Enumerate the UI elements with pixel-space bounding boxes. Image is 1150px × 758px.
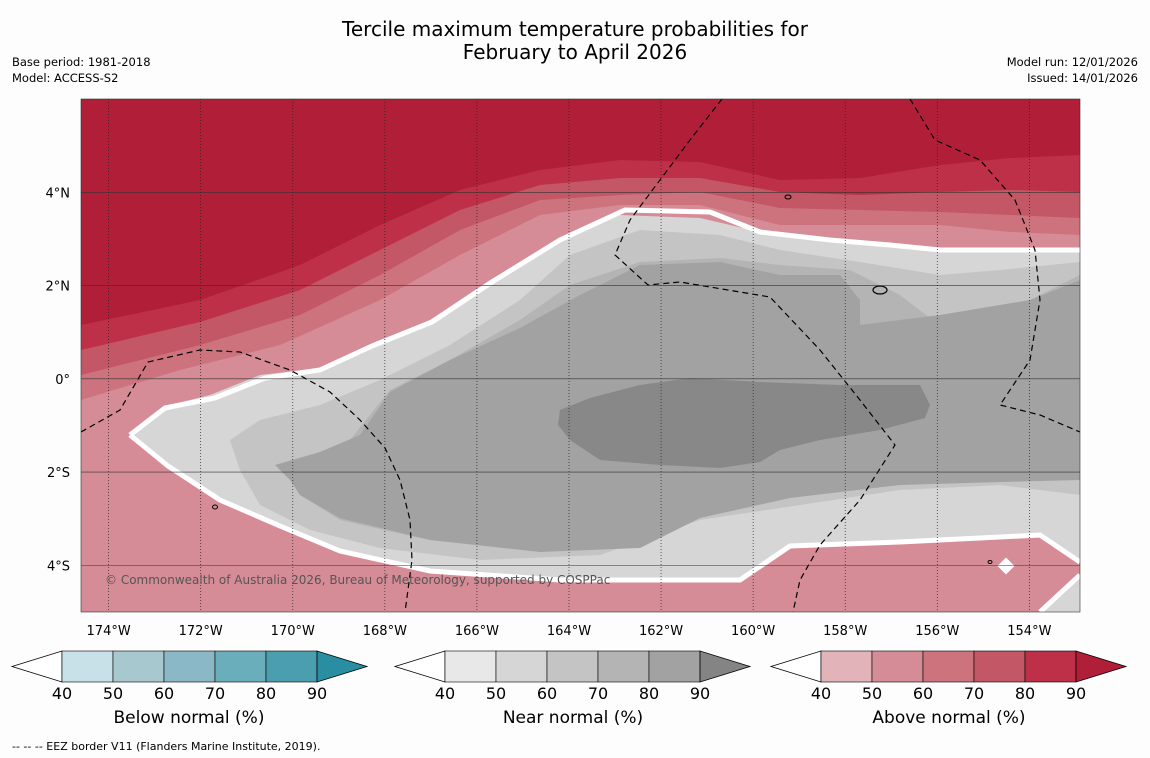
colorbar-swatch — [871, 650, 924, 683]
island-small-west — [212, 504, 218, 510]
colorbar-near-label: Near normal (%) — [502, 708, 644, 728]
lat-tick-label: 0° — [55, 373, 70, 388]
lon-tick-label: 172°W — [179, 624, 223, 639]
eez-border-kiribati-west — [81, 349, 413, 612]
colorbar-below: 40 50 60 70 80 90 — [10, 650, 369, 703]
colorbar-swatch — [495, 650, 548, 683]
lat-tick-label: 4°N — [46, 186, 71, 201]
lat-tick-label: 2°N — [46, 280, 71, 295]
base-period: Base period: 1981-2018 — [12, 55, 151, 69]
lon-tick-label: 158°W — [823, 624, 867, 639]
model-info: Base period: 1981-2018 Model: ACCESS-S2 — [12, 54, 151, 86]
colorbar-tick-label: 70 — [588, 684, 608, 703]
island-kiritimati — [872, 285, 888, 295]
white-contour-main — [128, 207, 1080, 437]
colorbar-near: 40 50 60 70 80 90 — [393, 650, 752, 703]
colorbar-swatch — [973, 650, 1026, 683]
colorbar-swatch — [265, 650, 318, 683]
colorbar-tick-label: 40 — [811, 684, 831, 703]
lat-tick-label: 4°S — [47, 559, 70, 574]
colorbar-tick-label: 40 — [435, 684, 455, 703]
near-80-band — [558, 378, 930, 468]
colorbar-extend-low — [10, 650, 63, 683]
colorbar-extend-high — [316, 650, 369, 683]
copyright-notice: © Commonwealth of Australia 2026, Bureau… — [105, 573, 610, 587]
colorbar-above: 40 50 60 70 80 90 — [769, 650, 1128, 703]
white-contour-se — [1038, 573, 1080, 612]
eez-footnote: -- -- -- EEZ border V11 (Flanders Marine… — [12, 740, 321, 753]
colorbar-extend-low — [769, 650, 822, 683]
map-frame — [80, 98, 1081, 613]
eez-border-east — [909, 99, 1080, 433]
colorbar-swatch — [61, 650, 114, 683]
colorbar-tick-label: 80 — [256, 684, 276, 703]
island-small-east — [987, 560, 993, 564]
colorbar-below-label: Below normal (%) — [113, 708, 265, 728]
colorbar-swatch — [597, 650, 650, 683]
colorbar-swatch — [444, 650, 497, 683]
above-50-patch-southeast — [800, 535, 1080, 612]
colorbar-tick-label: 50 — [103, 684, 123, 703]
model-name: Model: ACCESS-S2 — [12, 71, 119, 85]
colorbar-tick-label: 40 — [52, 684, 72, 703]
issued-date: Issued: 14/01/2026 — [1027, 71, 1138, 85]
colorbar-tick-label: 80 — [639, 684, 659, 703]
lon-tick-label: 154°W — [1007, 624, 1051, 639]
lon-tick-label: 168°W — [363, 624, 407, 639]
colorbar-swatch — [1024, 650, 1077, 683]
model-run: Model run: 12/01/2026 — [1006, 55, 1138, 69]
graticule — [81, 99, 1080, 612]
colorbar-tick-label: 90 — [690, 684, 710, 703]
colorbar-tick-label: 80 — [1015, 684, 1035, 703]
run-info: Model run: 12/01/2026 Issued: 14/01/2026 — [1007, 54, 1138, 86]
lon-tick-label: 164°W — [547, 624, 591, 639]
colorbar-tick-label: 50 — [862, 684, 882, 703]
colorbar-extend-high — [699, 650, 752, 683]
colorbar-swatch — [163, 650, 216, 683]
colorbar-tick-label: 70 — [205, 684, 225, 703]
lat-tick-label: 2°S — [47, 466, 70, 481]
colorbar-tick-label: 90 — [1066, 684, 1086, 703]
colorbar-swatch — [214, 650, 267, 683]
white-contour-diamond — [997, 557, 1015, 575]
colorbar-swatch — [820, 650, 873, 683]
title-line-1: Tercile maximum temperature probabilitie… — [342, 17, 808, 41]
colorbar-swatch — [648, 650, 701, 683]
lon-tick-label: 174°W — [87, 624, 131, 639]
longitude-ticks: 174°W 172°W 170°W 168°W 166°W 164°W 162°W 160°W… — [87, 624, 1052, 639]
colorbar-tick-label: 90 — [307, 684, 327, 703]
colorbars: 40 50 60 70 80 90 40 50 60 70 80 90 40 50 60 70 80 90 — [10, 650, 1128, 703]
colorbar-above-label: Above normal (%) — [872, 708, 1026, 728]
colorbar-tick-label: 70 — [964, 684, 984, 703]
colorbar-tick-label: 50 — [486, 684, 506, 703]
latitude-ticks: 4°N 2°N 0° 2°S 4°S — [46, 186, 71, 574]
map-title: Tercile maximum temperature probabilitie… — [0, 18, 1150, 64]
lon-tick-label: 170°W — [271, 624, 315, 639]
colorbar-swatch — [922, 650, 975, 683]
colorbar-tick-label: 60 — [537, 684, 557, 703]
colorbar-tick-label: 60 — [154, 684, 174, 703]
colorbar-swatch — [112, 650, 165, 683]
lon-tick-label: 166°W — [455, 624, 499, 639]
lon-tick-label: 160°W — [731, 624, 775, 639]
probability-field — [81, 99, 1080, 612]
colorbar-swatch — [546, 650, 599, 683]
title-line-2: February to April 2026 — [462, 40, 688, 64]
colorbar-tick-label: 60 — [913, 684, 933, 703]
colorbar-extend-high — [1075, 650, 1128, 683]
colorbar-extend-low — [393, 650, 446, 683]
lon-tick-label: 156°W — [915, 624, 959, 639]
white-contour-south — [128, 433, 1080, 583]
island-tabuaeran — [784, 194, 792, 200]
lon-tick-label: 162°W — [639, 624, 683, 639]
